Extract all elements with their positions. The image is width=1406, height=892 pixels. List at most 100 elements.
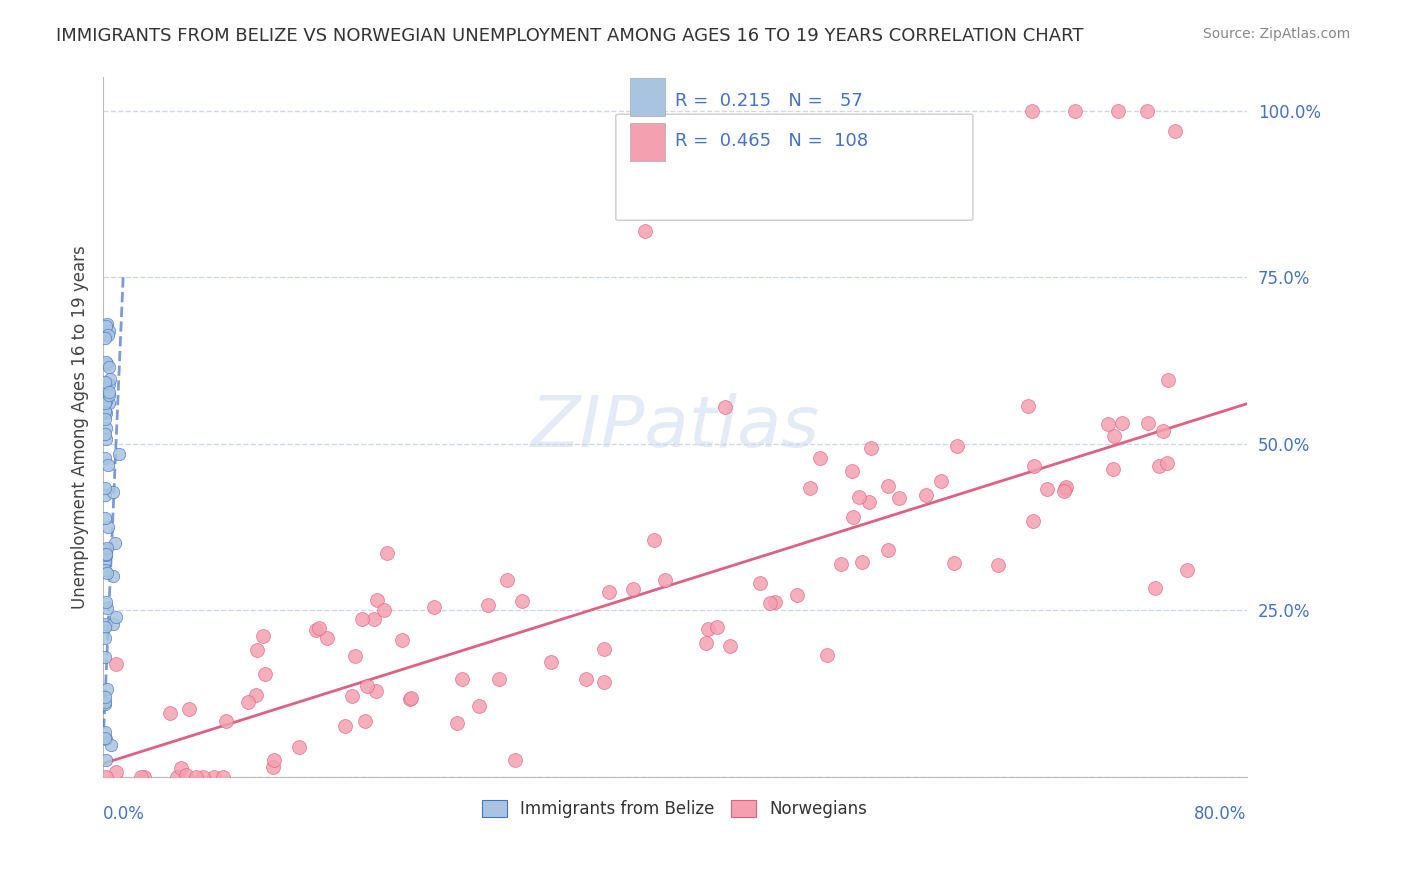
Point [354, 714, 377, 728]
Point [98, 372, 121, 386]
Point [1024, 458, 1046, 473]
Point [191, 770, 214, 784]
Point [96, 541, 118, 555]
Point [575, 672, 598, 686]
Point [94, 563, 117, 577]
Point [97, 324, 120, 338]
Point [399, 690, 422, 705]
Point [263, 753, 285, 767]
Point [363, 612, 385, 626]
Point [1064, 103, 1087, 118]
Point [134, 770, 156, 784]
Point [503, 753, 526, 767]
Point [215, 714, 238, 728]
Point [103, 616, 125, 631]
Point [94, 412, 117, 426]
Point [946, 439, 969, 453]
Point [592, 641, 614, 656]
Point [654, 574, 676, 588]
Point [1036, 482, 1059, 496]
Point [1152, 424, 1174, 438]
Point [96, 681, 118, 696]
Point [103, 568, 125, 582]
Point [96, 732, 118, 747]
Point [98, 396, 121, 410]
Point [446, 715, 468, 730]
Point [93, 650, 115, 665]
Point [93, 620, 115, 634]
Point [1147, 459, 1170, 474]
Point [104, 536, 127, 550]
Point [841, 464, 863, 478]
Point [93, 632, 115, 646]
Point [93, 488, 115, 502]
Point [246, 643, 269, 657]
Point [94, 548, 117, 562]
Point [169, 761, 191, 775]
Point [94, 731, 117, 746]
Point [859, 441, 882, 455]
Point [340, 690, 363, 704]
Legend: Immigrants from Belize, Norwegians: Immigrants from Belize, Norwegians [475, 793, 875, 824]
Point [929, 474, 952, 488]
Point [352, 612, 374, 626]
Point [304, 624, 326, 638]
Point [343, 648, 366, 663]
Point [94, 331, 117, 345]
Point [104, 765, 127, 780]
Point [94, 753, 117, 767]
Point [184, 770, 207, 784]
Point [97, 328, 120, 343]
Point [94, 595, 117, 609]
Point [96, 405, 118, 419]
Point [876, 478, 898, 492]
Point [93, 426, 115, 441]
Point [174, 768, 197, 782]
Point [621, 582, 644, 596]
Point [93, 376, 115, 390]
Point [335, 719, 357, 733]
Point [763, 594, 786, 608]
Point [1104, 428, 1126, 442]
Point [696, 622, 718, 636]
Point [97, 376, 120, 391]
Point [592, 674, 614, 689]
Point [841, 510, 863, 524]
Point [93, 553, 115, 567]
Point [851, 555, 873, 569]
Point [93, 694, 115, 708]
Point [94, 319, 117, 334]
Point [643, 533, 665, 547]
Point [1054, 482, 1077, 496]
Point [1111, 416, 1133, 430]
Point [100, 738, 122, 752]
Point [93, 511, 115, 525]
Point [288, 740, 311, 755]
Point [858, 494, 880, 508]
Point [830, 557, 852, 571]
Point [758, 596, 780, 610]
Point [105, 657, 128, 672]
Point [94, 725, 117, 739]
Text: R =  0.215   N =   57: R = 0.215 N = 57 [675, 92, 863, 110]
Point [366, 593, 388, 607]
Point [1157, 373, 1180, 387]
Point [1097, 417, 1119, 432]
Point [96, 357, 118, 371]
Text: R =  0.465   N =  108: R = 0.465 N = 108 [675, 132, 868, 150]
Text: 80.0%: 80.0% [1194, 805, 1247, 822]
Point [252, 629, 274, 643]
Point [451, 673, 474, 687]
Point [808, 450, 831, 465]
Point [108, 447, 131, 461]
Point [598, 584, 620, 599]
Point [236, 695, 259, 709]
Point [308, 621, 330, 635]
Point [93, 697, 115, 711]
Point [633, 224, 655, 238]
Point [97, 384, 120, 399]
Point [1164, 124, 1187, 138]
Point [94, 450, 117, 465]
Point [316, 631, 339, 645]
Point [94, 420, 117, 434]
